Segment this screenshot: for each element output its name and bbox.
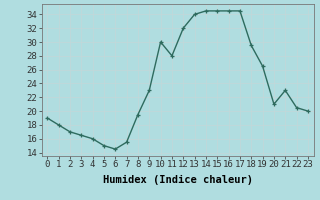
- X-axis label: Humidex (Indice chaleur): Humidex (Indice chaleur): [103, 175, 252, 185]
